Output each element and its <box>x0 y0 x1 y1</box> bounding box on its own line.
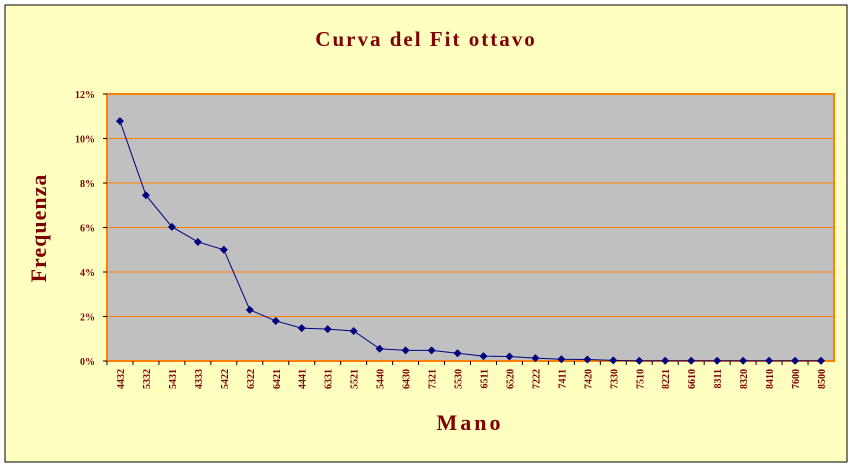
x-tick-label: 5422 <box>220 369 231 389</box>
data-point <box>245 305 254 314</box>
x-tick-label: 4441 <box>298 369 309 389</box>
x-tick-label: 5431 <box>168 369 179 389</box>
y-axis-ticks: 0% 2% 4% 6% 8% 10% 12% <box>75 90 107 368</box>
data-point <box>271 316 280 325</box>
x-tick-label: 5440 <box>376 369 387 389</box>
data-point <box>427 346 436 355</box>
data-point <box>453 349 462 358</box>
x-tick-label: 5332 <box>142 369 153 389</box>
y-axis-label: Frequenza <box>26 174 51 283</box>
x-tick-label: 7420 <box>583 369 594 389</box>
gridlines <box>107 138 834 317</box>
data-point <box>193 237 202 246</box>
x-tick-label: 8500 <box>817 369 828 389</box>
data-point <box>713 356 722 365</box>
x-tick-label: 4432 <box>116 369 127 389</box>
data-point <box>115 117 124 126</box>
data-point <box>375 344 384 353</box>
series-line <box>119 120 822 362</box>
x-tick-label: 5530 <box>454 369 465 389</box>
x-tick-label: 6322 <box>246 369 257 389</box>
x-axis-ticks: 4432 5332 5431 4333 5422 6322 6421 4441 6331 5521… <box>106 361 828 389</box>
y-tick-label: 8% <box>80 179 95 190</box>
data-point <box>635 356 644 365</box>
x-tick-label: 4333 <box>194 369 205 389</box>
x-tick-label: 5521 <box>350 369 361 389</box>
data-point <box>531 354 540 363</box>
data-point <box>609 356 618 365</box>
data-point <box>687 356 696 365</box>
x-tick-label: 7321 <box>428 369 439 389</box>
x-tick-label: 6520 <box>505 369 516 389</box>
x-tick-label: 8410 <box>765 369 776 389</box>
data-point <box>583 355 592 364</box>
x-tick-label: 7510 <box>635 369 646 389</box>
x-tick-label: 8311 <box>713 369 724 388</box>
y-tick-label: 4% <box>80 268 95 279</box>
data-point <box>765 356 774 365</box>
x-tick-label: 6430 <box>402 369 413 389</box>
series-layer <box>115 117 826 365</box>
x-axis-label: Mano <box>437 410 504 435</box>
data-point <box>349 326 358 335</box>
y-tick-label: 6% <box>80 224 95 235</box>
y-tick-label: 10% <box>75 135 95 146</box>
data-point <box>661 356 670 365</box>
x-tick-label: 8221 <box>661 369 672 389</box>
x-tick-label: 6421 <box>272 369 283 389</box>
data-point <box>817 356 826 365</box>
data-point <box>505 352 514 361</box>
chart-title: Curva del Fit ottavo <box>315 27 536 51</box>
x-tick-label: 7222 <box>531 369 542 389</box>
x-tick-label: 8320 <box>739 369 750 389</box>
x-tick-label: 6331 <box>324 369 335 389</box>
y-tick-label: 2% <box>80 313 95 324</box>
y-tick-label: 0% <box>80 357 95 368</box>
x-tick-label: 7411 <box>557 369 568 388</box>
data-point <box>791 356 800 365</box>
data-point <box>219 245 228 254</box>
x-tick-label: 7600 <box>791 369 802 389</box>
data-point <box>167 222 176 231</box>
x-tick-label: 7330 <box>609 369 620 389</box>
x-tick-label: 6511 <box>479 369 490 388</box>
data-point <box>297 324 306 333</box>
data-point <box>141 191 150 200</box>
data-point <box>479 352 488 361</box>
y-tick-label: 12% <box>75 90 95 101</box>
data-point <box>323 325 332 334</box>
data-point <box>557 355 566 364</box>
data-point <box>401 346 410 355</box>
x-tick-label: 6610 <box>687 369 698 389</box>
data-point <box>739 356 748 365</box>
